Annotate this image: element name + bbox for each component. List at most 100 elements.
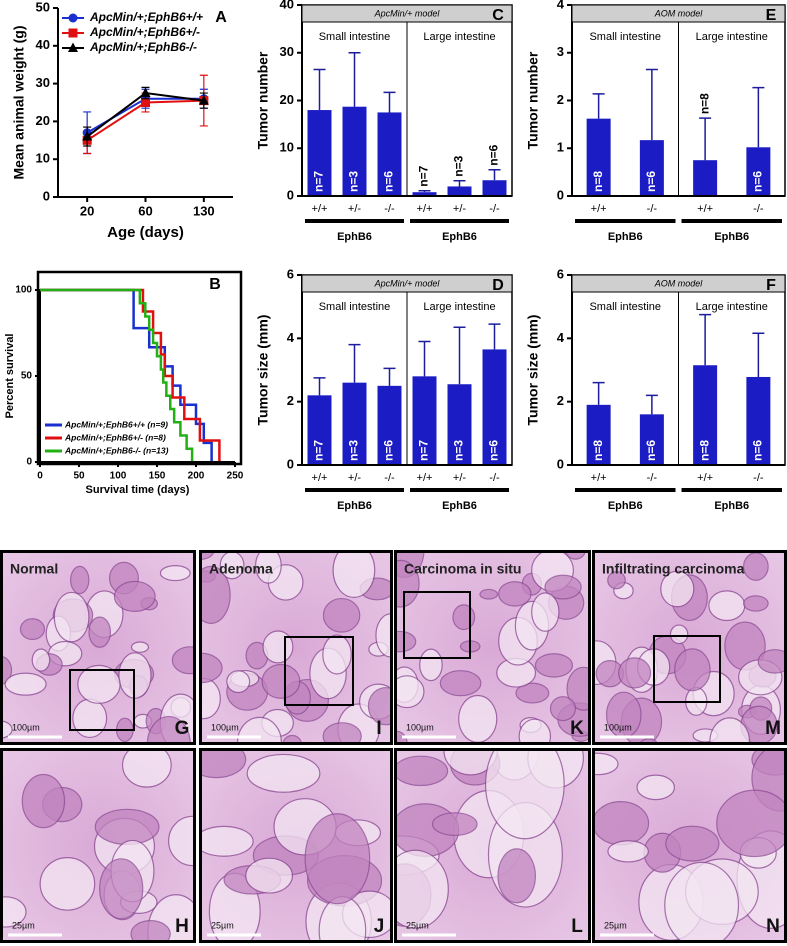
tissue-structure [592, 800, 650, 846]
y-axis-label: Tumor size (mm) [525, 315, 541, 426]
error-bar [348, 343, 361, 383]
y-axis-label: Tumor number [525, 51, 541, 149]
image-label: K [570, 718, 584, 739]
tissue-structure [534, 653, 574, 678]
micrograph [394, 748, 591, 943]
y-tick-label: 4 [287, 330, 295, 345]
x-tick-label: -/- [489, 203, 500, 215]
group-label: Large intestine [696, 301, 768, 313]
x-tick-label: +/+ [312, 472, 328, 484]
tissue-structure [716, 789, 787, 858]
y-tick-label: 4 [557, 330, 565, 345]
error-bar [453, 326, 466, 385]
group-label: Small intestine [589, 301, 661, 313]
x-tick-label: 60 [138, 203, 152, 218]
panel-label: C [492, 7, 504, 24]
error-bar [418, 340, 431, 377]
image-label: G [175, 718, 190, 739]
x-tick-label: +/+ [697, 472, 713, 484]
image-label: L [571, 916, 583, 937]
tissue-structure [544, 574, 582, 600]
tissue-structure [709, 717, 751, 745]
tissue-structure [159, 565, 191, 582]
tissue-structure [113, 580, 156, 612]
image-label: M [765, 718, 781, 739]
x-tick-label: 130 [193, 203, 215, 218]
tissue-structure [636, 774, 676, 801]
bar-label: n=7 [312, 171, 326, 192]
bar [746, 147, 771, 196]
bar [482, 180, 507, 196]
group-axis-label: EphB6 [608, 500, 643, 512]
x-tick-label: 150 [149, 471, 166, 482]
micrograph [592, 550, 787, 745]
survival-curve [40, 288, 194, 462]
marker [141, 98, 150, 107]
tissue-structure [674, 648, 711, 692]
y-tick-label: 3 [557, 44, 564, 59]
bar-label: n=8 [697, 93, 711, 114]
y-tick-label: 1 [557, 140, 564, 155]
x-tick-label: +/- [453, 472, 466, 484]
y-tick-label: 0 [287, 456, 294, 471]
x-tick-label: -/- [753, 472, 764, 484]
tissue-structure [419, 648, 443, 682]
group-axis-label: EphB6 [337, 500, 372, 512]
y-tick-label: 10 [280, 140, 294, 155]
tissue-structure [531, 592, 560, 632]
tissue-structure [665, 825, 720, 862]
legend-label: ApcMin/+;EphB6+/- [89, 25, 200, 39]
panel-label: F [766, 277, 776, 294]
tissue-structure [394, 755, 449, 787]
bar [693, 160, 718, 196]
tissue-structure [394, 675, 425, 709]
bar [447, 384, 472, 465]
error-bar [383, 91, 396, 113]
inset-box [653, 635, 721, 703]
y-axis-label: Tumor size (mm) [255, 315, 271, 426]
bar [746, 376, 771, 465]
image-title: Infiltrating carcinoma [602, 561, 745, 577]
tissue-structure [518, 718, 552, 745]
bar [342, 382, 367, 465]
panel-label: A [215, 9, 227, 26]
tissue-structure [458, 694, 498, 743]
bar [586, 118, 611, 196]
bar-label: n=6 [487, 440, 501, 461]
header: ApcMin/+ model [374, 8, 441, 18]
bar-label: n=7 [312, 440, 326, 461]
image-title: Normal [10, 561, 58, 577]
tissue-structure [431, 812, 478, 837]
tissue-structure [72, 698, 108, 739]
y-axis-label: Percent survival [4, 334, 16, 419]
inset-box [69, 669, 135, 731]
image-label: I [376, 718, 381, 739]
error-bar [592, 381, 605, 405]
x-tick-label: -/- [647, 472, 658, 484]
bar-label: n=3 [452, 155, 466, 176]
y-tick-label: 0 [26, 457, 32, 468]
image-frame [394, 748, 591, 943]
x-tick-label: -/- [489, 472, 500, 484]
image-frame [199, 550, 393, 745]
error-bar [592, 93, 605, 119]
group-label: Large intestine [423, 31, 495, 43]
marker [68, 13, 78, 23]
tissue-structure [669, 624, 689, 645]
x-tick-label: +/+ [312, 203, 328, 215]
group-axis-label: EphB6 [608, 231, 643, 243]
marker [140, 87, 151, 98]
y-tick-label: 50 [36, 0, 50, 14]
tissue-structure [607, 571, 626, 590]
y-tick-label: 30 [36, 75, 50, 90]
tissue-structure [226, 670, 251, 694]
tissue-structure [99, 858, 144, 920]
scale-label: 25µm [12, 920, 35, 930]
y-tick-label: 0 [557, 187, 564, 202]
legend-label: ApcMin/+;EphB6+/+ [89, 10, 203, 24]
inset-box [284, 636, 354, 706]
tissue-structure [498, 581, 532, 607]
x-tick-label: +/+ [417, 203, 433, 215]
legend-label: ApcMin/+;EphB6-/- (n=13) [64, 445, 169, 455]
